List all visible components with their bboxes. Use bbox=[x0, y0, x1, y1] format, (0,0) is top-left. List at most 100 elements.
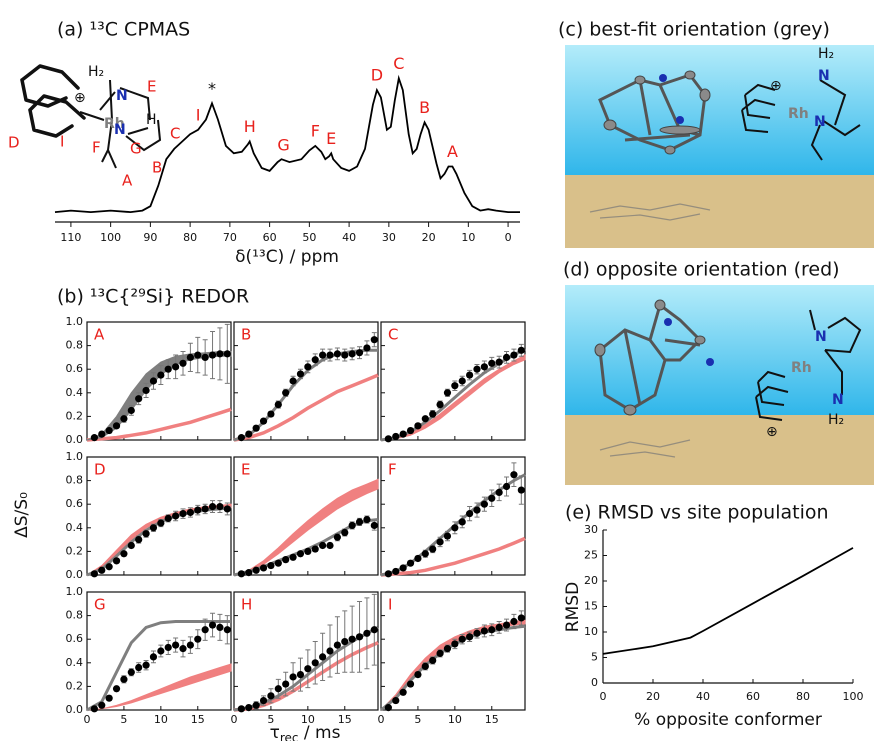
data-point bbox=[407, 560, 414, 567]
y-axis-label: RMSD bbox=[563, 582, 583, 632]
data-point bbox=[400, 689, 407, 696]
y-tick-label: 5 bbox=[591, 651, 598, 664]
panel-label: A bbox=[94, 326, 105, 344]
data-point bbox=[385, 435, 392, 442]
data-point bbox=[304, 665, 311, 672]
data-point bbox=[142, 387, 149, 394]
peak-label: C bbox=[393, 54, 404, 73]
data-point bbox=[150, 377, 157, 384]
y-tick-label: 0.0 bbox=[66, 568, 84, 581]
data-point bbox=[165, 366, 172, 373]
data-point bbox=[326, 647, 333, 654]
data-point bbox=[150, 524, 157, 531]
data-point bbox=[157, 647, 164, 654]
data-point bbox=[202, 505, 209, 512]
data-point bbox=[400, 431, 407, 438]
data-point bbox=[422, 415, 429, 422]
data-point bbox=[224, 505, 231, 512]
data-point bbox=[91, 570, 98, 577]
x-tick-label: 20 bbox=[646, 690, 660, 703]
data-point bbox=[297, 370, 304, 377]
x-tick-label: 10 bbox=[154, 713, 168, 726]
data-point bbox=[422, 663, 429, 670]
x-tick-label: 40 bbox=[342, 231, 356, 244]
atom-label: H₂ bbox=[828, 412, 844, 428]
peak-label: D bbox=[371, 66, 383, 85]
data-point bbox=[179, 510, 186, 517]
data-point bbox=[496, 489, 503, 496]
panel-title: (c) best-fit orientation (grey) bbox=[558, 19, 830, 41]
data-point bbox=[224, 350, 231, 357]
data-point bbox=[510, 618, 517, 625]
peak-label: E bbox=[326, 129, 336, 148]
data-point bbox=[356, 518, 363, 525]
panel-label: C bbox=[388, 326, 398, 344]
panel-label: G bbox=[94, 596, 106, 614]
data-point bbox=[245, 569, 252, 576]
atom-label: F bbox=[92, 139, 101, 157]
atom-label: N bbox=[814, 114, 826, 130]
atom-label: C bbox=[170, 125, 180, 143]
data-point bbox=[451, 640, 458, 647]
data-point bbox=[510, 471, 517, 478]
data-point bbox=[194, 636, 201, 643]
data-point bbox=[429, 410, 436, 417]
data-point bbox=[488, 626, 495, 633]
y-tick-label: 10 bbox=[584, 625, 598, 638]
y-tick-label: 0.8 bbox=[66, 339, 84, 352]
data-point bbox=[518, 486, 525, 493]
x-tick-label: 0 bbox=[600, 690, 607, 703]
data-point bbox=[282, 680, 289, 687]
y-tick-label: 0.8 bbox=[66, 474, 84, 487]
data-point bbox=[106, 427, 113, 434]
panel-label: B bbox=[241, 326, 251, 344]
data-point bbox=[466, 510, 473, 517]
x-tick-label: 110 bbox=[60, 231, 81, 244]
data-point bbox=[349, 636, 356, 643]
data-point bbox=[202, 626, 209, 633]
data-point bbox=[238, 570, 245, 577]
peak-label: I bbox=[196, 105, 201, 124]
data-point bbox=[282, 556, 289, 563]
data-point bbox=[459, 518, 466, 525]
y-tick-label: 0.2 bbox=[66, 409, 84, 422]
x-tick-label: 60 bbox=[746, 690, 760, 703]
x-tick-label: 15 bbox=[338, 713, 352, 726]
data-point bbox=[392, 697, 399, 704]
x-tick-label: 50 bbox=[302, 231, 316, 244]
data-point bbox=[319, 351, 326, 358]
panel-title: (d) opposite orientation (red) bbox=[563, 259, 840, 281]
data-point bbox=[429, 545, 436, 552]
data-point bbox=[216, 624, 223, 631]
data-point bbox=[451, 524, 458, 531]
data-point bbox=[245, 431, 252, 438]
data-point bbox=[260, 564, 267, 571]
data-point bbox=[466, 372, 473, 379]
data-point bbox=[451, 382, 458, 389]
simulation-curve bbox=[381, 349, 525, 440]
y-tick-label: 0.8 bbox=[66, 609, 84, 622]
data-point bbox=[297, 671, 304, 678]
x-tick-label: 0 bbox=[505, 231, 512, 244]
data-point bbox=[334, 534, 341, 541]
data-point bbox=[275, 560, 282, 567]
data-point bbox=[392, 433, 399, 440]
data-point bbox=[289, 673, 296, 680]
data-point bbox=[209, 503, 216, 510]
data-point bbox=[253, 425, 260, 432]
simulation-curve bbox=[87, 409, 231, 440]
data-point bbox=[371, 336, 378, 343]
data-point bbox=[157, 372, 164, 379]
data-point bbox=[209, 621, 216, 628]
data-point bbox=[98, 431, 105, 438]
atom-label: H₂ bbox=[818, 46, 834, 62]
data-point bbox=[128, 407, 135, 414]
y-tick-label: 15 bbox=[584, 600, 598, 613]
data-point bbox=[289, 554, 296, 561]
data-point bbox=[319, 653, 326, 660]
atom-label: I bbox=[60, 133, 64, 151]
data-point bbox=[356, 633, 363, 640]
data-point bbox=[326, 351, 333, 358]
y-tick-label: 0 bbox=[591, 676, 598, 689]
data-point bbox=[349, 350, 356, 357]
